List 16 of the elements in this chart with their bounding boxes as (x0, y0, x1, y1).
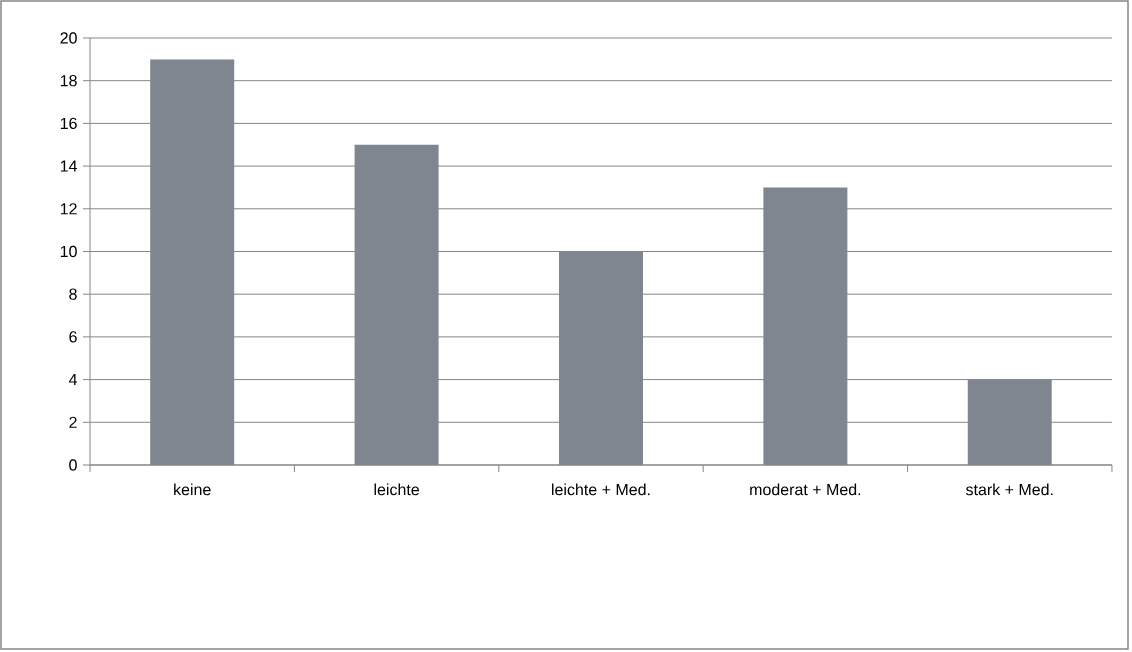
y-tick-label: 4 (68, 374, 77, 386)
x-tick-label: stark + Med. (965, 483, 1053, 496)
y-tick-label: 2 (69, 416, 77, 428)
x-tick-label: leichte (374, 483, 419, 496)
x-tick-label: leichte + Med. (552, 483, 650, 496)
y-tick-label: 0 (69, 459, 77, 471)
y-tick-label: 14 (60, 160, 77, 172)
x-tick-label: moderat + Med. (750, 483, 861, 496)
y-tick-label: 6 (69, 331, 77, 343)
y-tick-label: 12 (60, 203, 77, 215)
y-tick-label: 16 (60, 117, 77, 130)
y-tick-label: 10 (60, 245, 77, 258)
x-tick-label: keine (174, 483, 211, 496)
y-tick-label: 20 (60, 32, 77, 44)
y-tick-label: 18 (60, 75, 77, 87)
y-tick-label: 8 (69, 288, 77, 300)
